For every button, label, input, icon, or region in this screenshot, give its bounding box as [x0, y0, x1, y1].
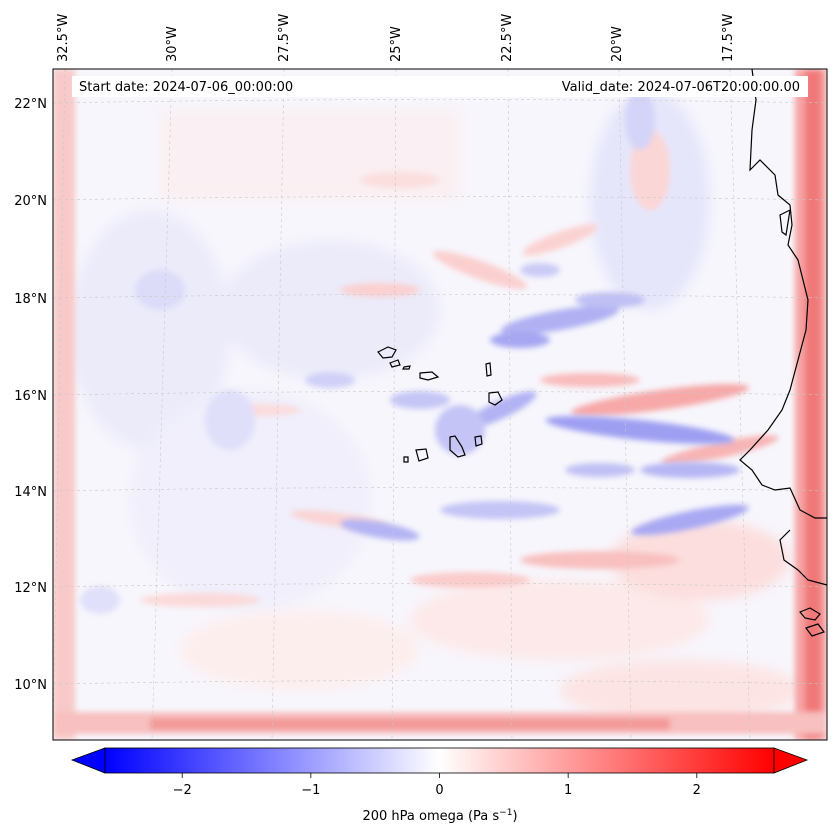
lat-label: 10°N [14, 678, 47, 693]
longitude-labels: 32.5°W 30°W 27.5°W 25°W 22.5°W 20°W 17.5… [56, 14, 736, 62]
start-date-label: Start date: 2024-07-06_00:00:00 [79, 80, 293, 95]
lat-label: 14°N [14, 485, 47, 500]
colorbar-tick-label: 2 [693, 783, 701, 798]
colorbar-tick-label: 1 [564, 783, 572, 798]
island-santiago [449, 435, 466, 458]
lat-label: 12°N [14, 581, 47, 596]
lat-label: 22°N [14, 97, 47, 112]
map-panel: Start date: 2024-07-06_00:00:00 Valid_da… [52, 68, 828, 741]
lon-label: 22.5°W [500, 14, 515, 62]
colorbar-tick-label: −1 [301, 783, 320, 798]
lat-label: 16°N [14, 389, 47, 404]
header-box [72, 76, 808, 97]
lon-label: 30°W [165, 26, 180, 62]
colorbar-tick-label: 0 [435, 783, 443, 798]
omega-negative-streaks [80, 90, 749, 614]
lat-label: 20°N [14, 194, 47, 209]
colorbar-ticks: −2 −1 0 1 2 [173, 773, 701, 798]
colorbar-low-extend [70, 747, 106, 774]
omega-broad-shading [70, 90, 800, 720]
africa-coastline [739, 68, 827, 519]
colorbar-ramp [104, 747, 775, 774]
lon-label: 20°W [610, 26, 625, 62]
lat-label: 18°N [14, 292, 47, 307]
colorbar-high-extend [773, 747, 809, 774]
island-santo-antao [377, 346, 397, 359]
valid-date-label: Valid_date: 2024-07-06T20:00:00.00 [562, 80, 800, 95]
colorbar: −2 −1 0 1 2 200 hPa omega (Pa s−1) [70, 747, 809, 824]
omega-positive-streaks [53, 69, 827, 740]
colorbar-tick-label: −2 [173, 783, 192, 798]
lon-label: 27.5°W [277, 14, 292, 62]
colorbar-label: 200 hPa omega (Pa s−1) [362, 808, 517, 824]
graticule [53, 69, 827, 740]
coastlines [377, 68, 828, 637]
lon-label: 32.5°W [56, 14, 71, 62]
latitude-labels: 22°N 20°N 18°N 16°N 14°N 12°N 10°N [14, 97, 47, 693]
lon-label: 17.5°W [721, 14, 736, 62]
map-frame [52, 68, 828, 741]
omega-field [53, 69, 827, 740]
lon-label: 25°W [389, 26, 404, 62]
